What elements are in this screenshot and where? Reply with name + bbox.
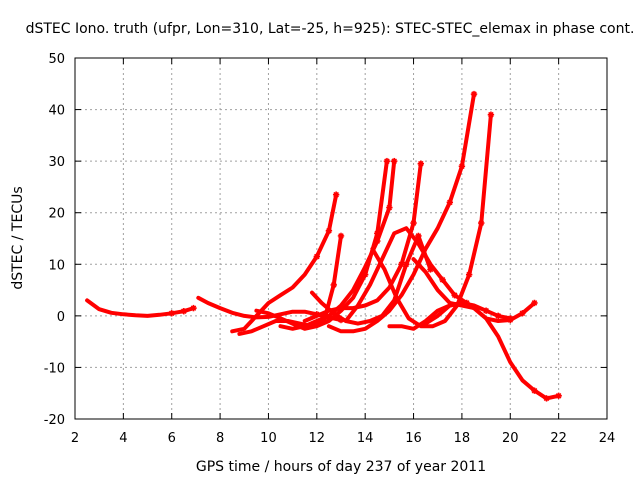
data-point-marker xyxy=(417,160,424,167)
y-tick-label: 50 xyxy=(48,52,65,67)
data-point-marker xyxy=(337,232,345,240)
series-s9 xyxy=(326,90,478,334)
series-line xyxy=(343,226,469,323)
y-tick-label: -20 xyxy=(44,413,65,428)
data-point-marker xyxy=(482,307,490,314)
data-point-marker xyxy=(470,90,478,98)
x-tick-label: 24 xyxy=(599,431,616,446)
series-line xyxy=(387,301,561,401)
data-point-marker xyxy=(168,310,175,317)
series-line xyxy=(278,159,397,331)
data-point-marker xyxy=(391,157,398,165)
y-tick-label: 10 xyxy=(48,258,65,273)
data-point-marker xyxy=(531,299,538,307)
data-point-marker xyxy=(403,261,410,268)
data-point-marker xyxy=(374,237,381,245)
data-point-marker xyxy=(487,111,495,118)
x-tick-label: 16 xyxy=(405,431,422,446)
series-s3 xyxy=(230,191,340,334)
series-s1 xyxy=(85,298,197,318)
data-point-marker xyxy=(313,253,321,260)
data-point-marker xyxy=(439,276,446,283)
data-point-marker xyxy=(180,308,188,315)
x-axis-label: GPS time / hours of day 237 of year 2011 xyxy=(196,459,486,475)
series-layer xyxy=(85,90,562,402)
data-point-marker xyxy=(446,199,454,206)
x-tick-label: 20 xyxy=(502,431,519,446)
series-s6 xyxy=(278,157,398,331)
y-tick-label: 20 xyxy=(48,207,65,222)
data-point-marker xyxy=(190,304,197,312)
series-line xyxy=(411,257,537,323)
series-s11 xyxy=(370,111,495,329)
data-point-marker xyxy=(555,392,562,399)
data-point-marker xyxy=(451,292,458,299)
data-point-marker xyxy=(543,395,550,402)
series-s7 xyxy=(302,160,424,323)
data-point-marker xyxy=(410,219,417,227)
series-s12 xyxy=(387,301,562,402)
data-point-marker xyxy=(386,204,393,211)
axis-ticks xyxy=(74,57,608,420)
data-point-marker xyxy=(332,191,340,198)
data-point-marker xyxy=(465,271,473,278)
series-s14 xyxy=(423,301,514,326)
data-point-marker xyxy=(507,315,514,322)
y-axis-label: dSTEC / TECUs xyxy=(10,186,26,289)
x-tick-label: 18 xyxy=(454,431,471,446)
chart-title: dSTEC Iono. truth (ufpr, Lon=310, Lat=-2… xyxy=(26,21,635,37)
data-point-marker xyxy=(383,157,391,165)
x-tick-label: 12 xyxy=(309,431,326,446)
series-line xyxy=(310,233,433,326)
y-tick-label: 30 xyxy=(48,155,65,170)
data-point-marker xyxy=(494,312,502,320)
x-tick-label: 22 xyxy=(550,431,567,446)
x-tick-label: 14 xyxy=(357,431,374,446)
x-tick-label: 4 xyxy=(119,431,127,446)
data-point-marker xyxy=(519,310,526,317)
y-tick-label: 0 xyxy=(57,310,65,325)
series-line xyxy=(423,301,513,326)
data-point-marker xyxy=(458,163,466,170)
grid xyxy=(75,58,607,419)
plot-frame xyxy=(74,57,608,420)
x-tick-label: 2 xyxy=(71,431,79,446)
series-line xyxy=(302,161,423,323)
data-point-marker xyxy=(478,219,485,227)
x-tick-label: 8 xyxy=(216,431,224,446)
x-tick-label: 10 xyxy=(260,431,277,446)
series-line xyxy=(370,112,493,329)
data-point-marker xyxy=(330,281,337,289)
y-tick-label: 40 xyxy=(48,104,65,119)
series-line xyxy=(85,298,196,318)
data-point-marker xyxy=(531,387,538,394)
series-line xyxy=(230,192,339,334)
y-tick-label: -10 xyxy=(44,361,65,376)
series-line xyxy=(254,159,389,331)
data-point-marker xyxy=(325,227,333,234)
data-point-marker xyxy=(415,232,422,240)
x-tick-label: 6 xyxy=(168,431,176,446)
